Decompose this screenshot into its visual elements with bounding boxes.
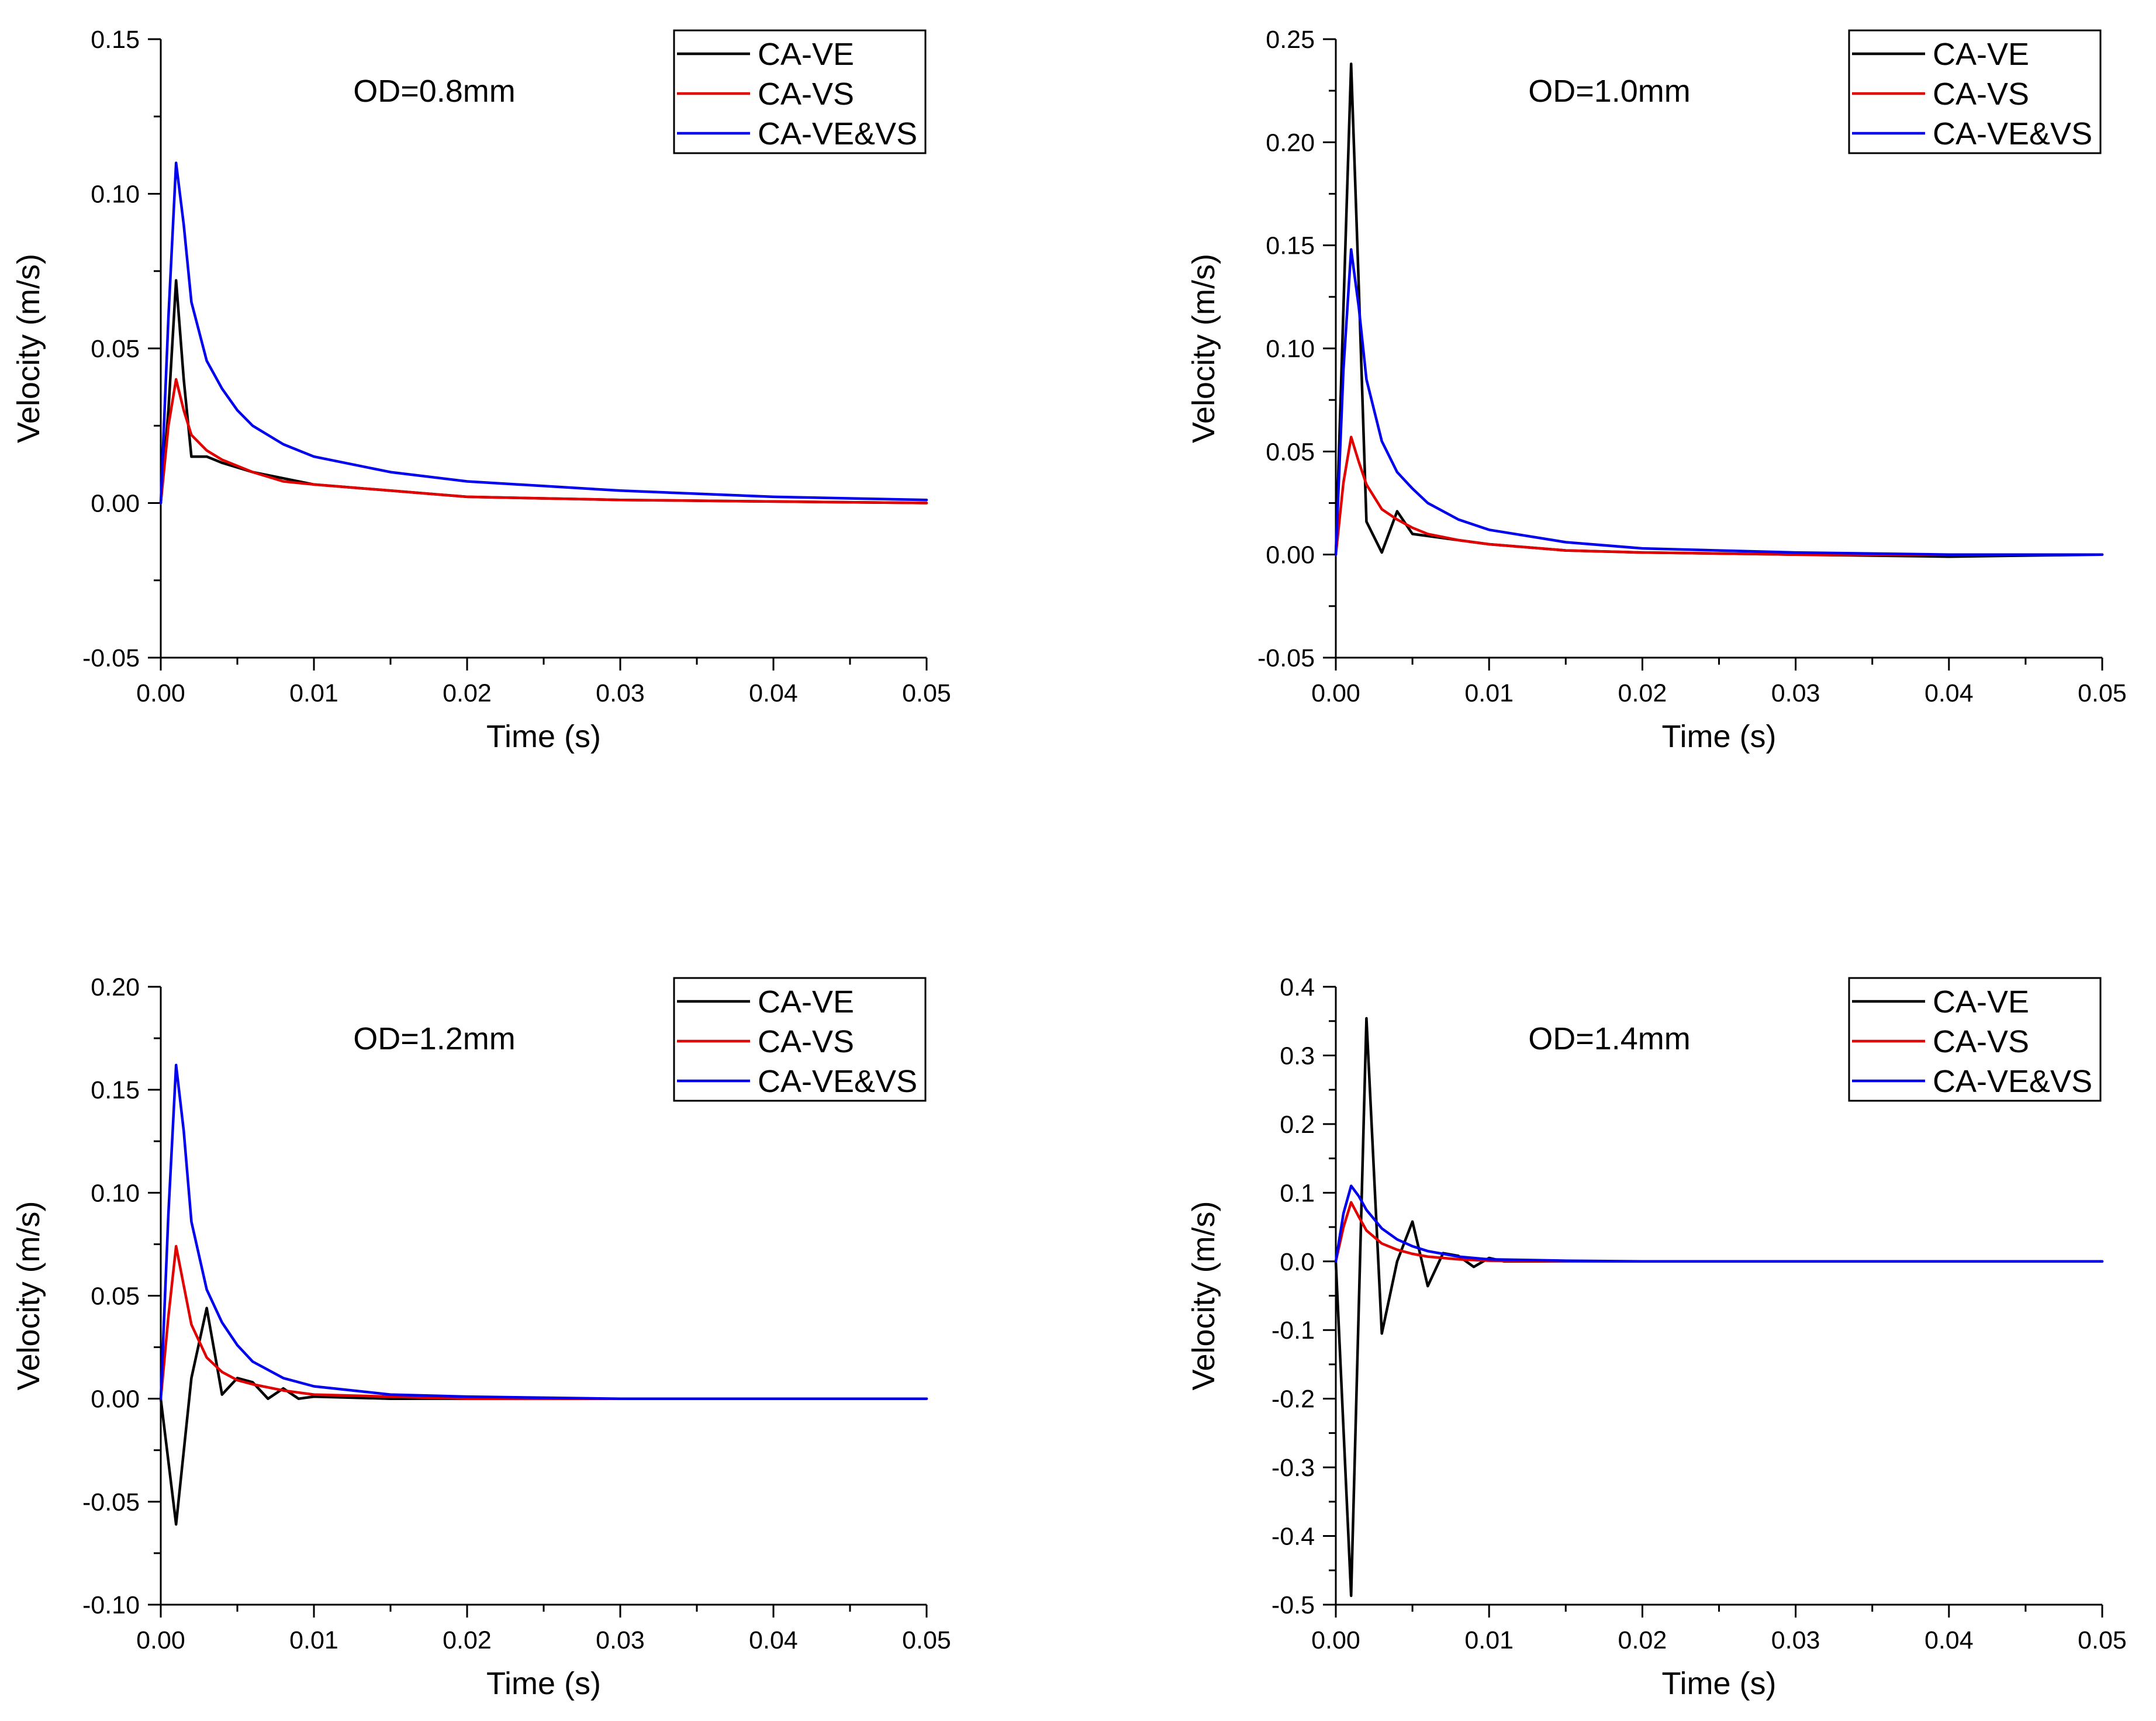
series-line-ca-ve-vs — [1334, 1184, 2104, 1263]
legend: CA-VE CA-VS CA-VE&VS — [1848, 29, 2102, 154]
series-line-ca-ve — [1334, 1017, 2104, 1597]
legend-label: CA-VE&VS — [758, 116, 917, 151]
od-annotation: OD=0.8mm — [353, 74, 516, 109]
y-tick-label: 0.2 — [1280, 1111, 1315, 1139]
y-axis-title: Velocity (m/s) — [1186, 254, 1221, 443]
legend-label: CA-VS — [758, 1024, 854, 1059]
series-line-ca-vs — [1334, 436, 2104, 556]
y-tick-label: -0.05 — [82, 644, 140, 672]
series-line-ca-ve-vs — [1334, 248, 2104, 556]
x-tick-label: 0.03 — [1771, 679, 1820, 707]
y-tick-label: 0.15 — [91, 1076, 140, 1104]
legend: CA-VE CA-VS CA-VE&VS — [1848, 977, 2102, 1102]
x-tick-label: 0.04 — [1924, 1626, 1974, 1654]
x-tick-label: 0.02 — [1618, 679, 1667, 707]
x-tick-label: 0.04 — [1924, 679, 1974, 707]
legend-label: CA-VE&VS — [1933, 116, 2092, 151]
x-tick-label: 0.04 — [749, 679, 798, 707]
x-tick-label: 0.02 — [1618, 1626, 1667, 1654]
legend-label: CA-VS — [1933, 77, 2029, 112]
x-tick-label: 0.03 — [1771, 1626, 1820, 1654]
y-tick-label: 0.00 — [1266, 541, 1315, 569]
legend-label: CA-VE — [1933, 984, 2029, 1020]
x-tick-label: 0.04 — [749, 1626, 798, 1654]
x-tick-label: 0.00 — [1311, 679, 1360, 707]
od-annotation: OD=1.0mm — [1528, 74, 1691, 109]
y-tick-label: -0.05 — [1257, 644, 1315, 672]
y-tick-label: 0.20 — [91, 973, 140, 1001]
y-tick-label: 0.05 — [91, 335, 140, 363]
x-tick-label: 0.01 — [1464, 1626, 1514, 1654]
series-line-ca-ve — [159, 279, 928, 504]
y-axis-title: Velocity (m/s) — [1186, 1201, 1221, 1390]
y-tick-label: 0.0 — [1280, 1248, 1315, 1276]
x-tick-label: 0.02 — [443, 1626, 492, 1654]
legend-label: CA-VE&VS — [1933, 1064, 2092, 1099]
legend-label: CA-VS — [1933, 1024, 2029, 1059]
legend-label: CA-VE — [758, 37, 854, 72]
chart-panel-4: 0.00 0.01 0.02 0.03 0.04 0.05 -0.5 -0.4 -0.3 -0.2… — [1186, 973, 2127, 1701]
x-tick-label: 0.03 — [596, 1626, 645, 1654]
x-tick-label: 0.01 — [289, 1626, 338, 1654]
y-axis-title: Velocity (m/s) — [11, 1201, 46, 1390]
x-axis-title: Time (s) — [1662, 1666, 1777, 1701]
y-tick-label: 0.1 — [1280, 1179, 1315, 1207]
chart-panel-1: 0.00 0.01 0.02 0.03 0.04 0.05 -0.05 0.00 0.05 0.1… — [11, 26, 951, 754]
x-tick-label: 0.02 — [443, 679, 492, 707]
y-tick-label: 0.25 — [1266, 26, 1315, 54]
series-line-ca-vs — [159, 1245, 928, 1400]
y-tick-label: -0.10 — [82, 1591, 140, 1619]
legend-label: CA-VE — [1933, 37, 2029, 72]
series-line-ca-ve-vs — [159, 161, 928, 504]
y-tick-label: 0.10 — [1266, 335, 1315, 363]
x-tick-label: 0.05 — [2078, 1626, 2127, 1654]
y-tick-label: 0.15 — [1266, 232, 1315, 260]
x-axis-title: Time (s) — [486, 1666, 601, 1701]
series-line-ca-vs — [159, 378, 928, 504]
legend-label: CA-VE — [758, 984, 854, 1020]
x-tick-label: 0.01 — [289, 679, 338, 707]
series-line-ca-ve — [159, 1307, 928, 1526]
y-tick-label: -0.05 — [82, 1488, 140, 1516]
y-tick-label: -0.5 — [1272, 1591, 1315, 1619]
legend: CA-VE CA-VS CA-VE&VS — [673, 977, 927, 1102]
legend: CA-VE CA-VS CA-VE&VS — [673, 29, 927, 154]
y-tick-label: 0.00 — [91, 1385, 140, 1414]
y-tick-label: -0.1 — [1272, 1316, 1315, 1345]
x-tick-label: 0.01 — [1464, 679, 1514, 707]
y-tick-label: 0.05 — [1266, 438, 1315, 466]
y-tick-label: 0.10 — [91, 1179, 140, 1207]
x-axis-title: Time (s) — [1662, 719, 1777, 754]
x-tick-label: 0.00 — [1311, 1626, 1360, 1654]
legend-label: CA-VE&VS — [758, 1064, 917, 1099]
y-tick-label: 0.3 — [1280, 1042, 1315, 1070]
y-tick-label: 0.4 — [1280, 973, 1315, 1001]
x-tick-label: 0.05 — [902, 679, 951, 707]
y-tick-label: 0.10 — [91, 181, 140, 209]
x-tick-label: 0.00 — [136, 679, 185, 707]
chart-panel-3: 0.00 0.01 0.02 0.03 0.04 0.05 -0.10 -0.05 0.00 0.… — [11, 973, 951, 1701]
series-line-ca-ve-vs — [159, 1063, 928, 1400]
series-line-ca-vs — [1334, 1201, 2104, 1263]
y-tick-label: -0.2 — [1272, 1385, 1315, 1414]
x-tick-label: 0.05 — [902, 1626, 951, 1654]
x-tick-label: 0.00 — [136, 1626, 185, 1654]
x-tick-label: 0.05 — [2078, 679, 2127, 707]
legend-label: CA-VS — [758, 77, 854, 112]
x-tick-label: 0.03 — [596, 679, 645, 707]
od-annotation: OD=1.4mm — [1528, 1021, 1691, 1056]
y-tick-label: 0.15 — [91, 26, 140, 54]
y-tick-label: -0.4 — [1272, 1523, 1315, 1551]
od-annotation: OD=1.2mm — [353, 1021, 516, 1056]
y-tick-label: 0.20 — [1266, 129, 1315, 157]
y-tick-label: 0.05 — [91, 1283, 140, 1311]
y-tick-label: 0.00 — [91, 490, 140, 518]
y-axis-title: Velocity (m/s) — [11, 254, 46, 443]
y-tick-label: -0.3 — [1272, 1454, 1315, 1482]
x-axis-title: Time (s) — [486, 719, 601, 754]
chart-panel-2: 0.00 0.01 0.02 0.03 0.04 0.05 -0.05 0.00 0.05 0.1… — [1186, 26, 2127, 754]
